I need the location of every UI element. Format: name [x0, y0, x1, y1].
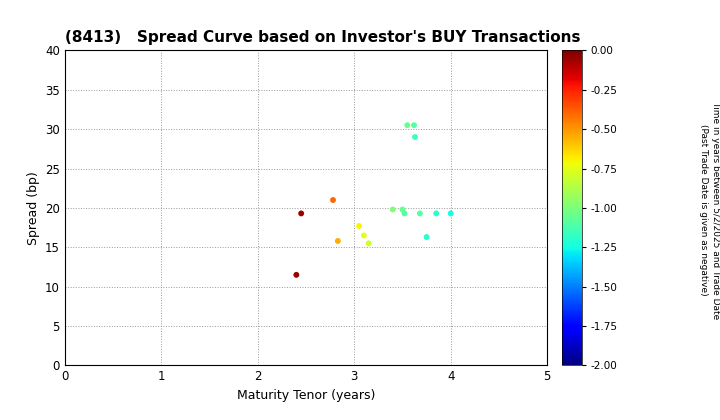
X-axis label: Maturity Tenor (years): Maturity Tenor (years) — [237, 389, 375, 402]
Text: (8413)   Spread Curve based on Investor's BUY Transactions: (8413) Spread Curve based on Investor's … — [65, 30, 580, 45]
Point — [387, 206, 399, 213]
Point — [431, 210, 442, 217]
Point — [354, 223, 365, 229]
Y-axis label: Spread (bp): Spread (bp) — [27, 171, 40, 245]
Point — [358, 232, 369, 239]
Point — [291, 271, 302, 278]
Point — [295, 210, 307, 217]
Point — [414, 210, 426, 217]
Point — [402, 122, 413, 129]
Point — [399, 210, 410, 217]
Point — [328, 197, 339, 203]
Point — [445, 210, 456, 217]
Point — [397, 206, 408, 213]
Text: Time in years between 5/2/2025 and Trade Date
(Past Trade Date is given as negat: Time in years between 5/2/2025 and Trade… — [699, 101, 719, 319]
Point — [363, 240, 374, 247]
Point — [409, 134, 420, 140]
Point — [421, 234, 433, 240]
Point — [408, 122, 420, 129]
Point — [332, 238, 343, 244]
